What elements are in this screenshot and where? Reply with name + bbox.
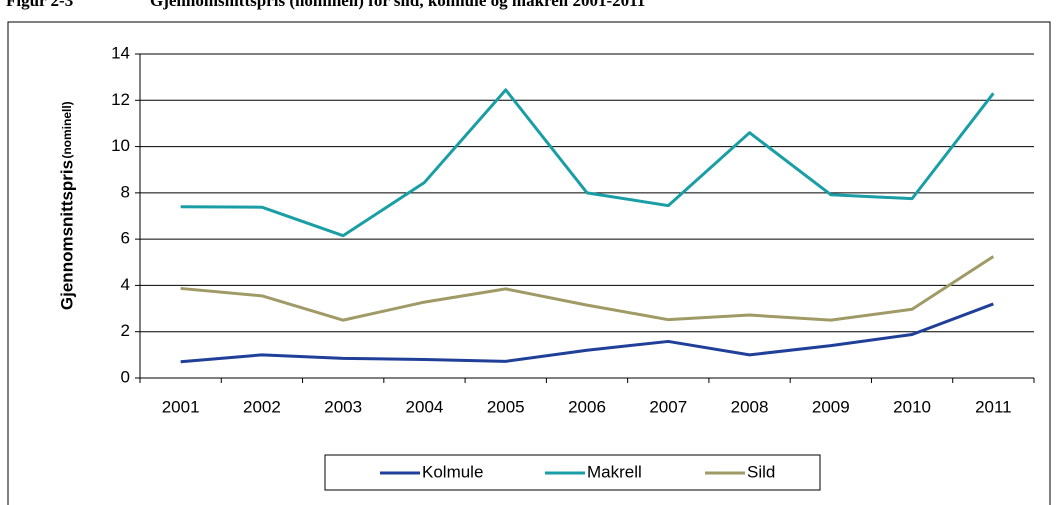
y-axis-title: Gjennomsnittspris (nominell) xyxy=(57,101,76,310)
x-tick-label: 2011 xyxy=(975,397,1012,416)
figure-number: Figur 2-3 xyxy=(6,0,73,10)
chart-frame xyxy=(7,21,1051,505)
y-tick-label: 2 xyxy=(121,321,130,340)
x-tick-label: 2010 xyxy=(893,397,931,416)
y-tick-label: 4 xyxy=(121,275,130,294)
series-line xyxy=(180,88,995,238)
x-tick-label: 2007 xyxy=(649,397,687,416)
y-tick-label: 12 xyxy=(111,90,130,109)
y-tick-label: 0 xyxy=(121,367,130,386)
y-tick-label: 10 xyxy=(111,136,130,155)
x-tick-label: 2006 xyxy=(568,397,606,416)
legend-label: Kolmule xyxy=(422,462,483,481)
x-tick-label: 2005 xyxy=(487,397,525,416)
x-tick-label: 2002 xyxy=(243,397,281,416)
y-tick-label: 6 xyxy=(121,229,130,248)
x-tick-label: 2003 xyxy=(324,397,362,416)
legend-label: Sild xyxy=(747,462,775,481)
y-axis-note: (nominell) xyxy=(60,101,74,158)
series-line xyxy=(180,255,995,322)
series-line xyxy=(180,302,994,364)
x-tick-label: 2004 xyxy=(406,397,444,416)
x-tick-label: 2001 xyxy=(162,397,200,416)
y-tick-label: 8 xyxy=(121,182,130,201)
chart-title: Gjennomsnittspris (nominell) for sild, k… xyxy=(150,0,645,10)
y-tick-label: 14 xyxy=(111,43,130,62)
x-tick-label: 2009 xyxy=(812,397,850,416)
x-tick-label: 2008 xyxy=(731,397,769,416)
legend-label: Makrell xyxy=(587,462,642,481)
y-axis-label: Gjennomsnittspris xyxy=(57,160,76,310)
